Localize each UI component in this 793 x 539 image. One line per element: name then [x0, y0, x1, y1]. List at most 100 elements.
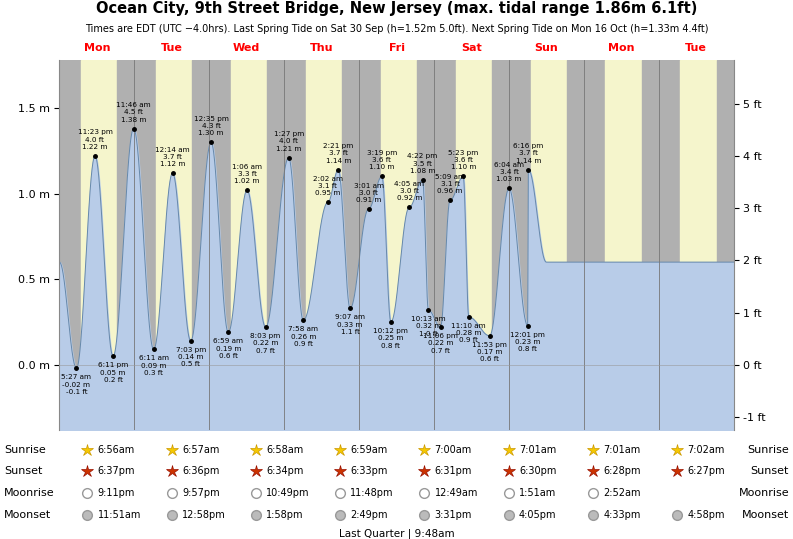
Text: 4:58pm: 4:58pm [688, 510, 725, 520]
Text: 6:57am: 6:57am [182, 445, 220, 454]
Bar [717, 60, 734, 430]
Text: 8:03 pm
0.22 m
0.7 ft: 8:03 pm 0.22 m 0.7 ft [251, 333, 281, 354]
Text: 11:23 pm
4.0 ft
1.22 m: 11:23 pm 4.0 ft 1.22 m [78, 129, 113, 150]
Text: 2:21 pm
3.7 ft
1.14 m: 2:21 pm 3.7 ft 1.14 m [324, 143, 354, 164]
Bar [134, 60, 156, 430]
Text: 4:05pm: 4:05pm [519, 510, 557, 520]
Text: 3:19 pm
3.6 ft
1.10 m: 3:19 pm 3.6 ft 1.10 m [366, 150, 397, 170]
Text: Sun: Sun [534, 43, 558, 53]
Text: 6:04 am
3.4 ft
1.03 m: 6:04 am 3.4 ft 1.03 m [494, 162, 524, 183]
Bar [417, 60, 434, 430]
Text: 6:37pm: 6:37pm [98, 466, 135, 476]
Bar [306, 60, 342, 430]
Text: 1:51am: 1:51am [519, 488, 556, 498]
Text: 11:10 am
0.28 m
0.9 ft: 11:10 am 0.28 m 0.9 ft [451, 323, 486, 343]
Bar [456, 60, 492, 430]
Text: 7:58 am
0.26 m
0.9 ft: 7:58 am 0.26 m 0.9 ft [289, 327, 318, 347]
Text: 11:46 am
4.5 ft
1.38 m: 11:46 am 4.5 ft 1.38 m [117, 102, 151, 122]
Text: 6:33pm: 6:33pm [351, 466, 388, 476]
Bar [231, 60, 267, 430]
Bar [381, 60, 417, 430]
Bar [492, 60, 509, 430]
Bar [59, 60, 81, 430]
Text: 6:59 am
0.19 m
0.6 ft: 6:59 am 0.19 m 0.6 ft [213, 338, 243, 359]
Bar [509, 60, 531, 430]
Bar [284, 60, 306, 430]
Bar [531, 60, 567, 430]
Text: 6:31pm: 6:31pm [435, 466, 472, 476]
Text: 11:51am: 11:51am [98, 510, 141, 520]
Text: Fri: Fri [389, 43, 404, 53]
Bar [156, 60, 193, 430]
Text: 9:11pm: 9:11pm [98, 488, 135, 498]
Text: 9:57pm: 9:57pm [182, 488, 220, 498]
Text: Tue: Tue [685, 43, 707, 53]
Bar [642, 60, 659, 430]
Text: 6:58am: 6:58am [266, 445, 304, 454]
Text: 2:49pm: 2:49pm [351, 510, 388, 520]
Text: 06–Oct: 06–Oct [375, 63, 418, 73]
Bar [193, 60, 209, 430]
Text: 5:27 am
-0.02 m
-0.1 ft: 5:27 am -0.02 m -0.1 ft [62, 374, 91, 395]
Text: Moonrise: Moonrise [738, 488, 789, 498]
Text: 12:49am: 12:49am [435, 488, 478, 498]
Text: 7:00am: 7:00am [435, 445, 472, 454]
Text: 09–Oct: 09–Oct [600, 63, 642, 73]
Text: Moonset: Moonset [741, 510, 789, 520]
Text: 4:22 pm
3.5 ft
1.08 m: 4:22 pm 3.5 ft 1.08 m [408, 154, 438, 174]
Text: 08–Oct: 08–Oct [525, 63, 568, 73]
Text: 10–Oct: 10–Oct [675, 63, 717, 73]
Bar [359, 60, 381, 430]
Text: 6:11 am
0.09 m
0.3 ft: 6:11 am 0.09 m 0.3 ft [139, 356, 169, 376]
Bar [567, 60, 584, 430]
Text: Mon: Mon [84, 43, 110, 53]
Text: 11:48pm: 11:48pm [351, 488, 394, 498]
Text: 9:07 am
0.33 m
1.1 ft: 9:07 am 0.33 m 1.1 ft [335, 314, 365, 335]
Text: 12:58pm: 12:58pm [182, 510, 226, 520]
Text: 5:09 am
3.1 ft
0.96 m: 5:09 am 3.1 ft 0.96 m [435, 174, 465, 195]
Text: 6:59am: 6:59am [351, 445, 388, 454]
Text: Sunrise: Sunrise [4, 445, 46, 454]
Text: 03–Oct: 03–Oct [151, 63, 193, 73]
Bar [584, 60, 605, 430]
Bar [342, 60, 359, 430]
Text: 7:01am: 7:01am [603, 445, 641, 454]
Text: Sunset: Sunset [4, 466, 42, 476]
Text: 4:05 am
3.0 ft
0.92 m: 4:05 am 3.0 ft 0.92 m [394, 181, 424, 202]
Text: 7:02am: 7:02am [688, 445, 725, 454]
Text: 10:13 am
0.32 m
1.0 ft: 10:13 am 0.32 m 1.0 ft [411, 316, 446, 336]
Text: 7:01am: 7:01am [519, 445, 556, 454]
Text: 7:03 pm
0.14 m
0.5 ft: 7:03 pm 0.14 m 0.5 ft [175, 347, 206, 368]
Bar [659, 60, 680, 430]
Text: 6:30pm: 6:30pm [519, 466, 557, 476]
Text: 6:27pm: 6:27pm [688, 466, 725, 476]
Text: 6:16 pm
3.7 ft
1.14 m: 6:16 pm 3.7 ft 1.14 m [513, 143, 543, 164]
Bar [434, 60, 456, 430]
Bar [81, 60, 117, 430]
Text: 10:12 pm
0.25 m
0.8 ft: 10:12 pm 0.25 m 0.8 ft [374, 328, 408, 349]
Text: Last Quarter | 9:48am: Last Quarter | 9:48am [339, 528, 454, 539]
Text: 12:01 pm
0.23 m
0.8 ft: 12:01 pm 0.23 m 0.8 ft [510, 331, 545, 352]
Text: 10:49pm: 10:49pm [266, 488, 309, 498]
Text: Thu: Thu [310, 43, 333, 53]
Text: Sat: Sat [461, 43, 482, 53]
Text: 04–Oct: 04–Oct [225, 63, 268, 73]
Bar [267, 60, 284, 430]
Text: 11:53 pm
0.17 m
0.6 ft: 11:53 pm 0.17 m 0.6 ft [472, 342, 507, 362]
Text: 02–Oct: 02–Oct [76, 63, 118, 73]
Text: Moonrise: Moonrise [4, 488, 55, 498]
Bar [117, 60, 134, 430]
Text: 12:35 pm
4.3 ft
1.30 m: 12:35 pm 4.3 ft 1.30 m [193, 116, 228, 136]
Text: 3:31pm: 3:31pm [435, 510, 472, 520]
Text: 11:06 pm
0.22 m
0.7 ft: 11:06 pm 0.22 m 0.7 ft [423, 333, 458, 354]
Text: Wed: Wed [233, 43, 260, 53]
Text: 1:58pm: 1:58pm [266, 510, 304, 520]
Text: 1:06 am
3.3 ft
1.02 m: 1:06 am 3.3 ft 1.02 m [232, 164, 262, 184]
Text: Sunrise: Sunrise [747, 445, 789, 454]
Text: 6:34pm: 6:34pm [266, 466, 304, 476]
Text: 2:02 am
3.1 ft
0.95 m: 2:02 am 3.1 ft 0.95 m [313, 176, 343, 196]
Text: 05–Oct: 05–Oct [301, 63, 343, 73]
Text: Tue: Tue [161, 43, 182, 53]
Text: Ocean City, 9th Street Bridge, New Jersey (max. tidal range 1.86m 6.1ft): Ocean City, 9th Street Bridge, New Jerse… [96, 1, 697, 16]
Text: 07–Oct: 07–Oct [450, 63, 492, 73]
